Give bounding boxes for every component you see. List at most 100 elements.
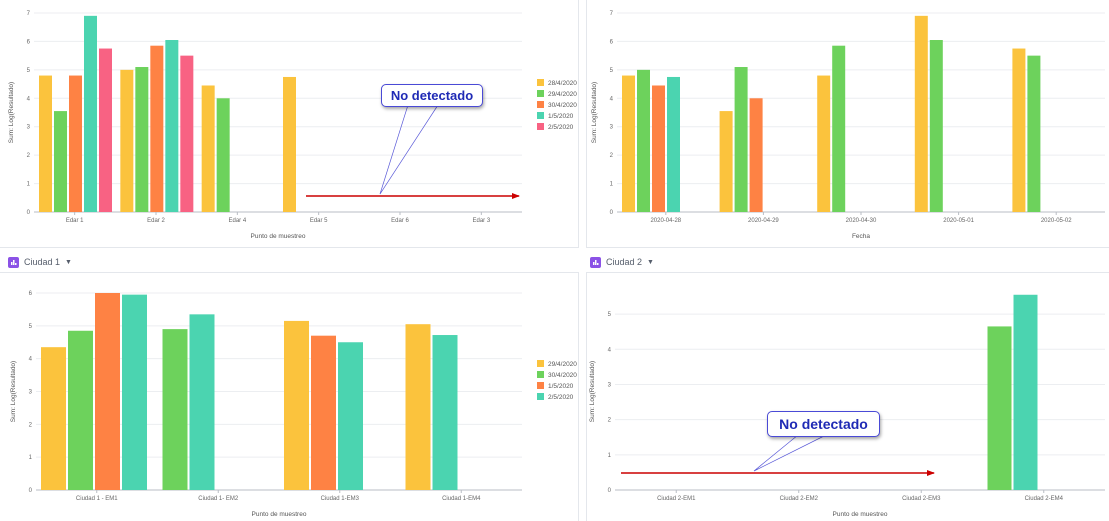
legend-label: 2/5/2020	[548, 124, 574, 131]
y-tick-label: 6	[29, 291, 33, 297]
bar	[284, 320, 309, 490]
y-tick-label: 4	[27, 96, 31, 102]
x-tick-label: Edar 5	[310, 218, 328, 224]
y-tick-label: 3	[27, 125, 31, 131]
bar	[41, 347, 66, 490]
caret-down-icon[interactable]: ▼	[65, 258, 72, 266]
bar	[39, 75, 52, 213]
y-tick-label: 2	[608, 418, 612, 424]
legend-swatch	[537, 123, 544, 130]
bar	[914, 15, 928, 212]
y-tick-label: 4	[608, 347, 612, 353]
bar	[95, 293, 120, 490]
legend-swatch	[537, 112, 544, 119]
bar	[817, 75, 831, 213]
legend-swatch	[537, 371, 544, 378]
bar	[338, 342, 363, 490]
y-tick-label: 5	[27, 68, 31, 74]
bar	[99, 48, 112, 213]
x-axis-label: Punto de muestreo	[833, 511, 888, 518]
legend-label: 30/4/2020	[548, 102, 577, 109]
chart-panel-edar: 0 1 2 3 4 5 6 7 Sum: Log(Resultado) Punto de mues…	[0, 0, 579, 248]
y-tick-label: 4	[610, 96, 614, 102]
panel-tab-ciudad-1[interactable]: Ciudad 1 ▼	[8, 254, 72, 270]
bar	[150, 45, 164, 212]
bar	[135, 67, 149, 212]
legend-swatch	[537, 90, 544, 97]
bar	[311, 335, 336, 490]
bar	[216, 98, 230, 212]
legend-label: 29/4/2020	[548, 361, 577, 368]
legend-label: 1/5/2020	[548, 113, 574, 120]
chart-c4: 0 1 2 3 4 5 Sum: Log(Resultado) Punto de muestr…	[589, 294, 1105, 518]
y-tick-label: 0	[29, 488, 33, 494]
x-axis-label: Punto de muestreo	[252, 511, 307, 518]
y-tick-label: 5	[610, 68, 614, 74]
x-tick-label: Ciudad 1 - EM1	[76, 496, 118, 502]
bar	[432, 335, 458, 490]
x-tick-label: Edar 1	[66, 218, 84, 224]
x-tick-label: Ciudad 2-EM3	[902, 496, 941, 502]
chart-c3: 0 1 2 3 4 5 6 Sum: Log(Resultado) Punto de muest…	[10, 291, 577, 518]
chart-panel-icon	[8, 256, 19, 268]
bar	[54, 111, 67, 212]
legend-swatch	[537, 79, 544, 86]
x-tick-label: Ciudad 1-EM4	[442, 496, 481, 502]
x-tick-label: Ciudad 2-EM1	[657, 496, 696, 502]
legend-label: 2/5/2020	[548, 394, 574, 401]
bar	[189, 314, 215, 490]
no-detectado-callout: No detectado	[381, 84, 483, 107]
x-tick-label: Ciudad 1-EM3	[321, 496, 360, 502]
bar	[201, 85, 215, 212]
bar	[405, 324, 431, 490]
chart-panel-ciudad-2: 0 1 2 3 4 5 Sum: Log(Resultado) Punto de muestr…	[586, 272, 1109, 521]
bar	[84, 15, 97, 212]
legend-swatch	[537, 360, 544, 367]
bar	[667, 76, 680, 212]
x-tick-label: Edar 6	[391, 218, 409, 224]
bar	[832, 45, 846, 212]
bar	[622, 75, 635, 213]
no-detectado-callout: No detectado	[767, 411, 880, 437]
caret-down-icon[interactable]: ▼	[647, 258, 654, 266]
bar	[180, 55, 194, 213]
y-tick-label: 3	[29, 390, 33, 396]
bar	[987, 326, 1012, 490]
bar	[69, 75, 82, 213]
y-tick-label: 0	[610, 210, 614, 216]
y-tick-label: 7	[610, 11, 614, 17]
chart-c1: 0 1 2 3 4 5 6 7 Sum: Log(Resultado) Punto de mues…	[8, 11, 577, 240]
chart-panel-ciudad-1: 0 1 2 3 4 5 6 Sum: Log(Resultado) Punto de muest…	[0, 272, 579, 521]
bar	[1012, 48, 1026, 213]
legend-label: 28/4/2020	[548, 80, 577, 87]
bar	[1013, 294, 1038, 490]
legend-swatch	[537, 393, 544, 400]
y-tick-label: 1	[29, 455, 33, 461]
y-tick-label: 7	[27, 11, 31, 17]
panel-tab-ciudad-2[interactable]: Ciudad 2 ▼	[590, 254, 654, 270]
bar	[637, 69, 650, 212]
x-axis-label: Fecha	[852, 233, 870, 240]
x-tick-label: Edar 3	[472, 218, 490, 224]
bar	[929, 40, 943, 212]
legend-swatch	[537, 382, 544, 389]
x-tick-label: 2020-05-01	[943, 218, 974, 224]
y-tick-label: 4	[29, 357, 33, 363]
y-tick-label: 2	[27, 153, 31, 159]
chart-c2: 0 1 2 3 4 5 6 7 Sum: Log(Resultado) Fecha 2020-04-…	[591, 11, 1105, 240]
y-tick-label: 1	[610, 182, 614, 188]
chart-panel-fecha: 0 1 2 3 4 5 6 7 Sum: Log(Resultado) Fecha 2020-04-…	[586, 0, 1109, 248]
bar	[162, 329, 188, 490]
y-tick-label: 0	[27, 210, 31, 216]
x-tick-label: Ciudad 1- EM2	[198, 496, 239, 502]
bar	[68, 330, 93, 490]
panel-tab-label: Ciudad 2	[606, 257, 643, 267]
y-tick-label: 3	[610, 125, 614, 131]
bar	[283, 76, 296, 212]
panel-tab-label: Ciudad 1	[24, 257, 61, 267]
legend-swatch	[537, 101, 544, 108]
x-tick-label: Edar 4	[228, 218, 246, 224]
y-tick-label: 2	[610, 153, 614, 159]
y-axis-label: Sum: Log(Resultado)	[591, 82, 598, 143]
bar	[122, 294, 147, 490]
